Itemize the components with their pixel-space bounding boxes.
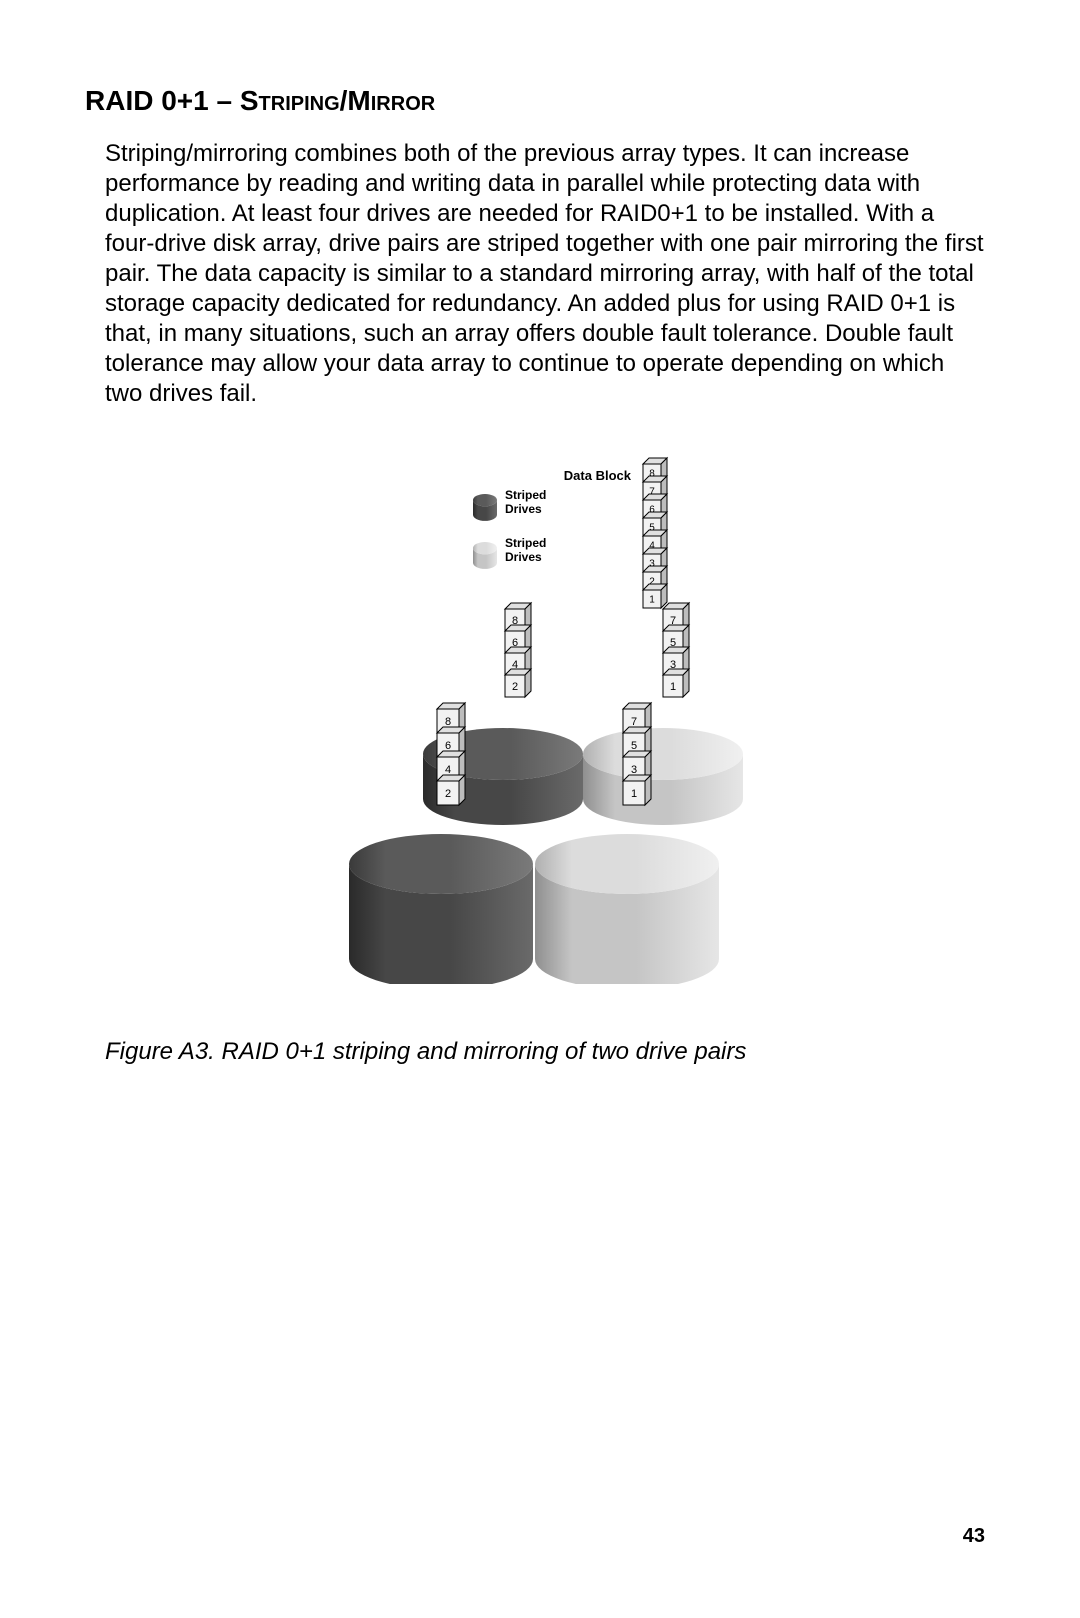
heading-prefix: RAID 0+1 – [85,85,240,116]
body-paragraph: Striping/mirroring combines both of the … [105,139,985,409]
svg-text:6: 6 [445,740,451,752]
svg-text:3: 3 [631,764,637,776]
svg-text:2: 2 [445,788,451,800]
svg-text:Striped: Striped [505,488,546,502]
svg-text:Drives: Drives [505,550,542,564]
figure-caption: Figure A3. RAID 0+1 striping and mirrori… [105,1038,985,1066]
svg-text:5: 5 [631,740,637,752]
section-heading: RAID 0+1 – Striping/Mirror [85,85,985,117]
svg-text:1: 1 [670,681,676,693]
page-number: 43 [963,1525,985,1548]
heading-rest: Striping/Mirror [240,85,435,116]
raid-diagram: Data Block87654321StripedDrivesStripedDr… [255,444,815,984]
svg-text:Data Block: Data Block [564,468,632,483]
svg-text:Striped: Striped [505,536,546,550]
svg-text:2: 2 [512,681,518,693]
svg-text:4: 4 [445,764,451,776]
svg-text:7: 7 [631,716,637,728]
svg-text:1: 1 [649,595,655,606]
svg-text:Drives: Drives [505,502,542,516]
svg-text:1: 1 [631,788,637,800]
figure-container: Data Block87654321StripedDrivesStripedDr… [85,444,985,984]
svg-text:8: 8 [445,716,451,728]
